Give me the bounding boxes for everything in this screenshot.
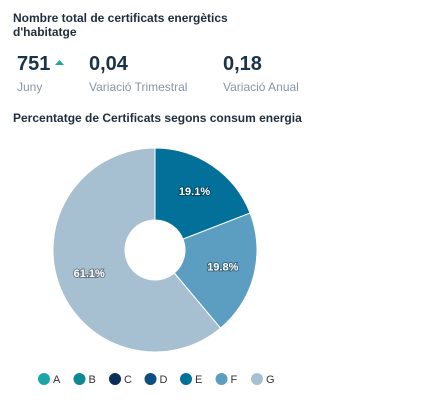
pie-slice [154, 147, 251, 240]
slice-label: 19.8% [207, 261, 238, 273]
legend-label: B [89, 374, 96, 386]
kpi-label: Variació Trimestral [89, 80, 188, 94]
legend-label: A [53, 374, 61, 386]
pie-slice [52, 147, 222, 353]
chart-title: Percentatge de Certificats segons consum… [13, 111, 302, 125]
legend-label: D [160, 374, 168, 386]
pie-slice [173, 212, 258, 329]
legend-swatch [144, 373, 157, 385]
kpi-label: Juny [17, 80, 43, 94]
legend-swatch [109, 373, 121, 385]
legend-swatch [38, 373, 50, 385]
legend-label: E [195, 374, 202, 386]
kpi-label: Variació Anual [223, 80, 299, 94]
kpi-value: 0,18 [223, 53, 262, 75]
header-title: Nombre total de certificats energètics d… [13, 11, 228, 39]
slice-label: 61.1% [74, 268, 105, 280]
legend-label: C [124, 374, 132, 386]
legend-label: G [266, 374, 275, 386]
kpi-value: 751 [17, 53, 51, 75]
legend-swatch [180, 373, 192, 385]
kpi-value: 0,04 [89, 53, 128, 75]
slice-label: 19.1% [179, 186, 210, 198]
legend-swatch [251, 373, 263, 385]
legend-label: F [231, 374, 238, 386]
legend-swatch [73, 373, 86, 385]
legend-swatch [215, 373, 228, 385]
